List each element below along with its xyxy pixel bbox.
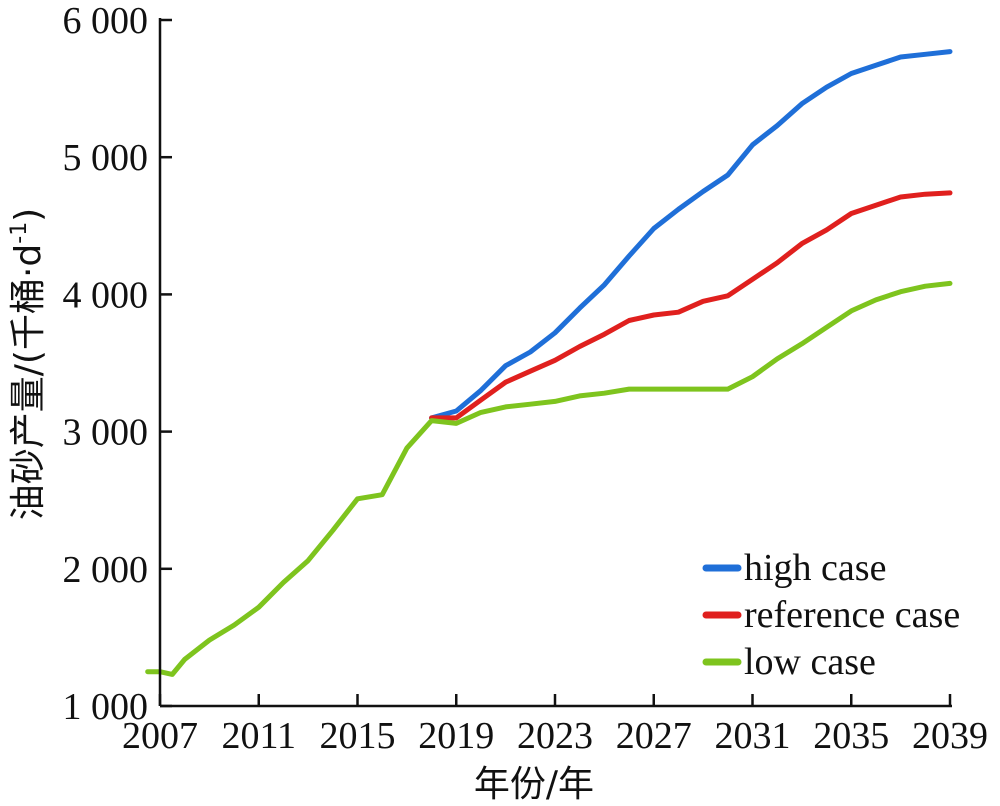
x-tick-label: 2039 xyxy=(912,715,988,757)
x-tick-label: 2031 xyxy=(715,715,791,757)
x-tick-label: 2011 xyxy=(221,715,296,757)
y-axis-title: 油砂产量/(千桶·d-1) xyxy=(7,208,49,520)
x-tick-label: 2035 xyxy=(813,715,889,757)
legend-label-reference-case: reference case xyxy=(744,594,960,636)
series-layer xyxy=(145,49,953,677)
y-axis-title-main: 油砂产量/(千桶·d xyxy=(8,244,49,520)
x-tick-label: 2019 xyxy=(418,715,494,757)
x-axis-title: 年份/年 xyxy=(474,764,594,805)
y-tick-label: 3 000 xyxy=(63,412,149,454)
y-tick-label: 2 000 xyxy=(63,549,149,591)
x-tick-label: 2023 xyxy=(517,715,593,757)
y-tick-label: 5 000 xyxy=(63,137,149,179)
series-line-low-case xyxy=(145,280,953,677)
plot-area xyxy=(145,49,953,677)
x-tick-label: 2015 xyxy=(320,715,396,757)
y-ticks: 1 000 2 000 3 000 4 000 5 000 6 000 xyxy=(63,0,172,728)
y-tick-label: 1 000 xyxy=(63,686,149,728)
y-tick-label: 6 000 xyxy=(63,0,149,42)
y-tick-label: 4 000 xyxy=(63,274,149,316)
legend-label-low-case: low case xyxy=(744,641,876,683)
x-ticks: 2007 2011 2015 2019 2023 2027 2031 2035 2039 xyxy=(122,694,988,757)
legend-label-high-case: high case xyxy=(744,547,886,589)
x-tick-label: 2007 xyxy=(122,715,198,757)
y-axis-title-superscript: -1 xyxy=(7,222,32,244)
series-line-reference-case xyxy=(429,190,953,421)
legend: high case reference case low case xyxy=(702,547,960,683)
x-tick-label: 2027 xyxy=(616,715,692,757)
y-axis-title-close: ) xyxy=(8,208,49,222)
series-line-high-case xyxy=(429,49,953,421)
